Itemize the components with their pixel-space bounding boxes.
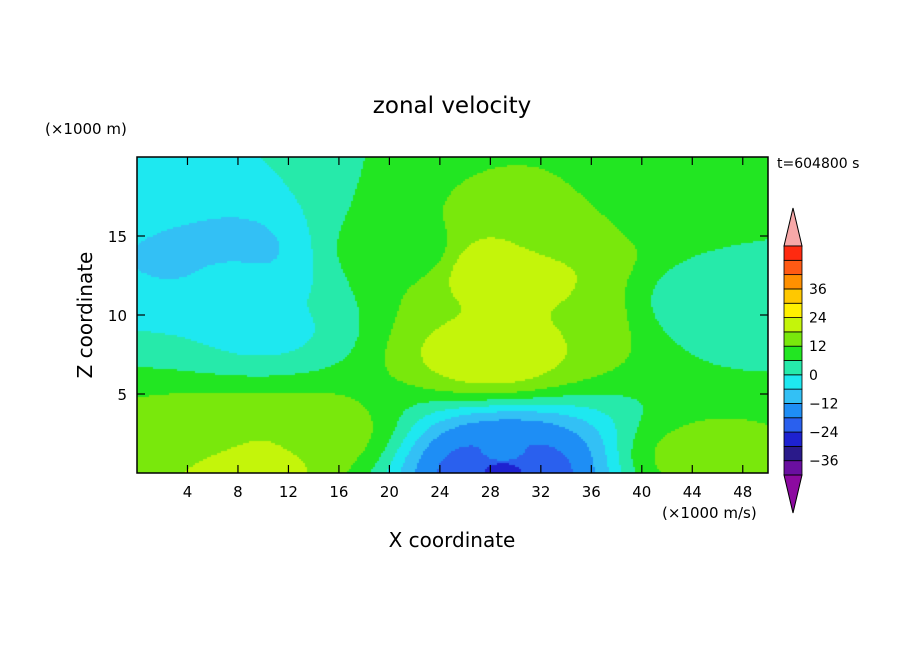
colorbar-under-arrow xyxy=(783,474,803,514)
x-tick-label: 32 xyxy=(531,483,550,501)
contour-field xyxy=(137,157,768,473)
colorbar: −36 −24 −12 0 12 24 36 xyxy=(783,207,839,514)
x-axis-label: X coordinate xyxy=(389,528,516,552)
colorbar-tick-label: 12 xyxy=(809,339,827,355)
x-tick-label: 12 xyxy=(279,483,298,501)
x-unit-label: (×1000 m/s) xyxy=(662,504,757,522)
colorbar-swatch xyxy=(783,374,803,390)
colorbar-tick-label: −36 xyxy=(809,454,839,470)
colorbar-swatch xyxy=(783,388,803,404)
colorbar-tick-label: −24 xyxy=(809,425,839,441)
colorbar-tick-label: −12 xyxy=(809,396,839,412)
colorbar-tick-label: 36 xyxy=(809,282,827,298)
colorbar-swatch xyxy=(783,431,803,447)
colorbar-swatch xyxy=(783,417,803,433)
colorbar-over-arrow xyxy=(783,207,803,247)
x-tick-label: 36 xyxy=(582,483,601,501)
y-unit-label: (×1000 m) xyxy=(45,120,127,138)
colorbar-swatch xyxy=(783,403,803,419)
colorbar-swatch xyxy=(783,345,803,361)
colorbar-swatch xyxy=(783,317,803,333)
colorbar-tick-label: 0 xyxy=(809,368,818,384)
colorbar-swatch xyxy=(783,360,803,376)
chart-title: zonal velocity xyxy=(373,93,531,119)
colorbar-swatch xyxy=(783,288,803,304)
x-tick-label: 40 xyxy=(632,483,651,501)
y-tick-label: 15 xyxy=(108,228,127,246)
x-tick-label: 4 xyxy=(183,483,193,501)
x-tick-label: 20 xyxy=(380,483,399,501)
plot-area xyxy=(136,156,769,474)
y-tick-label: 10 xyxy=(108,307,127,325)
x-tick-label: 48 xyxy=(733,483,752,501)
y-tick-label: 5 xyxy=(117,386,127,404)
x-tick-label: 8 xyxy=(233,483,243,501)
y-axis-label: Z coordinate xyxy=(73,252,97,379)
time-label: t=604800 s xyxy=(777,156,859,172)
y-axis: 5 10 15 xyxy=(108,228,768,404)
x-tick-label: 28 xyxy=(481,483,500,501)
x-axis: 4 8 12 16 20 24 28 32 36 40 44 48 xyxy=(183,157,752,501)
x-tick-label: 16 xyxy=(329,483,348,501)
colorbar-swatch xyxy=(783,274,803,290)
colorbar-swatch xyxy=(783,302,803,318)
colorbar-tick-label: 24 xyxy=(809,311,827,327)
colorbar-swatch xyxy=(783,245,803,261)
colorbar-swatch xyxy=(783,259,803,276)
colorbar-swatch xyxy=(783,460,803,476)
colorbar-swatch xyxy=(783,445,803,462)
colorbar-swatch xyxy=(783,331,803,347)
x-tick-label: 44 xyxy=(683,483,702,501)
x-tick-label: 24 xyxy=(430,483,449,501)
